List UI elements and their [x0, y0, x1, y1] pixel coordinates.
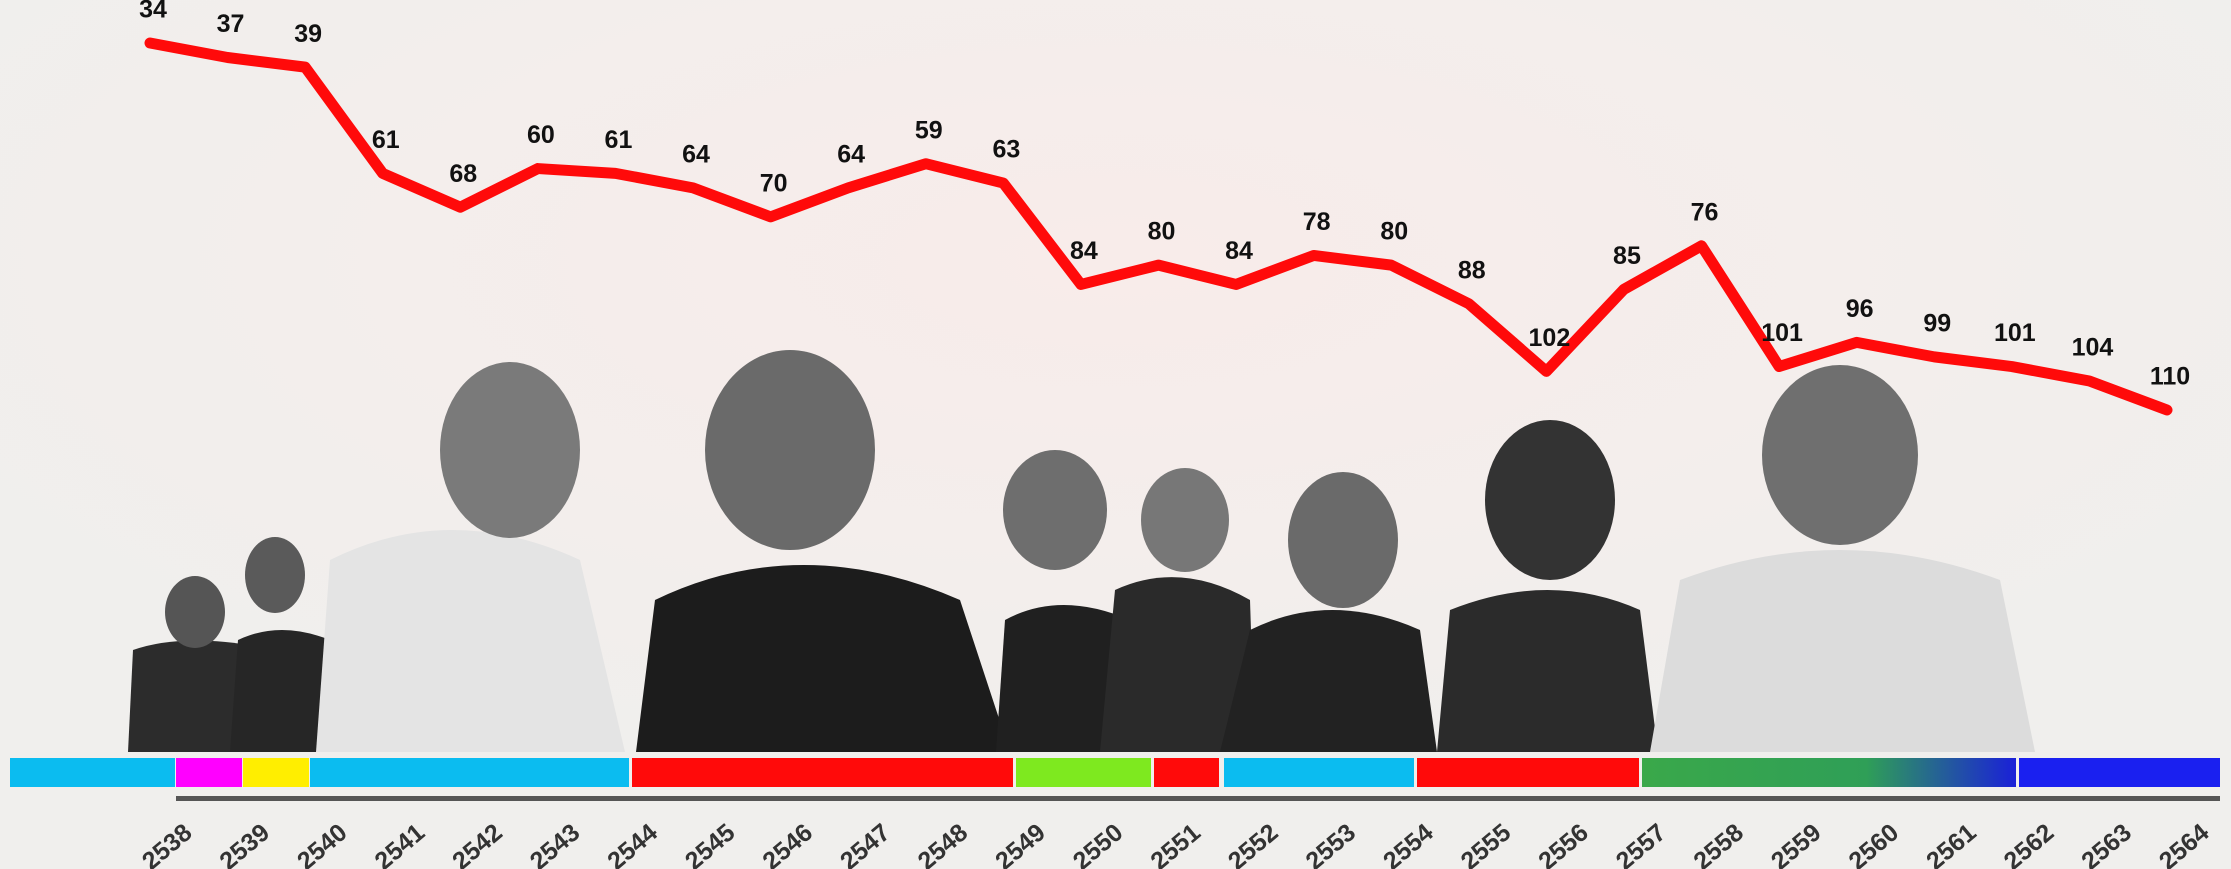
value-label: 64 [837, 140, 865, 168]
value-label: 60 [527, 121, 555, 149]
value-label: 84 [1070, 237, 1098, 265]
chart: 34 37 39 61 68 60 61 64 70 64 59 63 84 80 84 78 80 88 102 8… [0, 0, 2231, 869]
value-label: 76 [1691, 198, 1719, 226]
value-label: 101 [1761, 319, 1803, 347]
value-label: 68 [449, 160, 477, 188]
value-label: 96 [1846, 295, 1874, 323]
value-label: 63 [992, 136, 1020, 164]
value-label: 102 [1529, 324, 1571, 352]
value-label: 61 [372, 126, 400, 154]
value-label: 80 [1148, 218, 1176, 246]
value-label: 88 [1458, 256, 1486, 284]
value-label: 34 [139, 0, 167, 24]
value-label: 80 [1380, 218, 1408, 246]
value-label: 78 [1303, 208, 1331, 236]
value-label: 59 [915, 116, 943, 144]
page: {"chart_data": {"type": "line", "categor… [0, 0, 2231, 869]
value-label: 39 [294, 20, 322, 48]
value-label: 70 [760, 169, 788, 197]
value-label: 61 [605, 126, 633, 154]
value-label: 84 [1225, 237, 1253, 265]
value-label: 99 [1923, 309, 1951, 337]
value-label: 101 [1994, 319, 2036, 347]
value-label: 85 [1613, 242, 1641, 270]
value-label: 37 [217, 10, 245, 38]
value-label: 110 [2150, 363, 2190, 391]
value-label: 104 [2072, 334, 2114, 362]
value-label: 64 [682, 140, 710, 168]
